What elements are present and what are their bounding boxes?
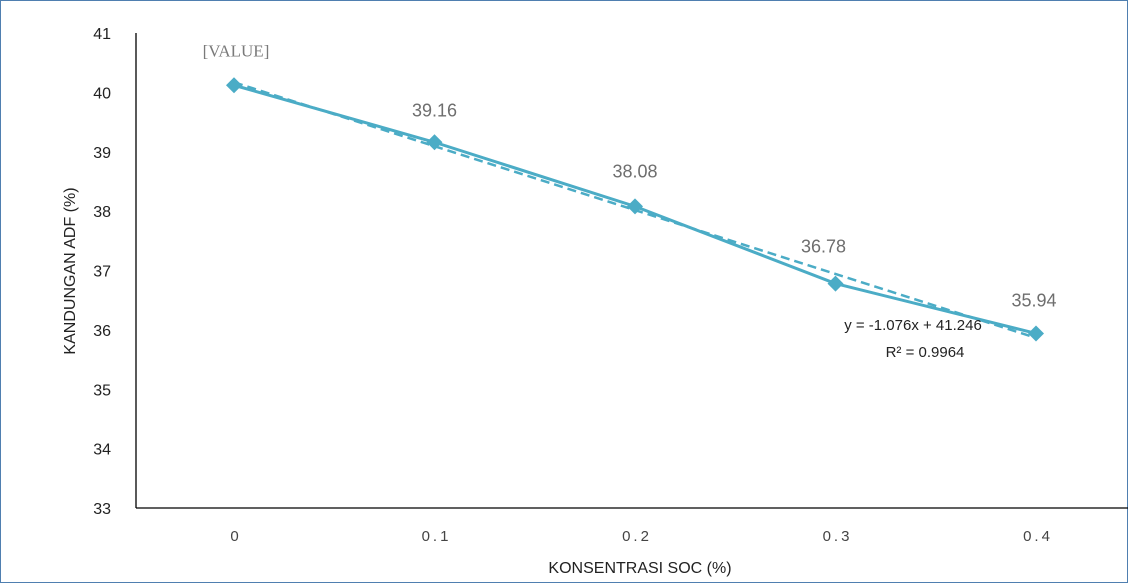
data-label: 35.94 xyxy=(1011,290,1056,310)
y-tick-label: 40 xyxy=(93,85,111,102)
data-label: 39.16 xyxy=(412,100,457,120)
x-tick-label: 0.3 xyxy=(823,528,853,545)
data-point-marker xyxy=(827,275,844,292)
y-tick-label: 34 xyxy=(93,442,111,459)
y-tick-labels: 33 34 35 36 37 38 39 40 41 xyxy=(93,26,111,518)
data-point-marker xyxy=(627,198,643,215)
x-tick-label: 0.1 xyxy=(422,528,452,545)
x-axis-title: KONSENTRASI SOC (%) xyxy=(548,560,731,577)
y-tick-label: 39 xyxy=(93,145,111,162)
data-point-marker xyxy=(226,77,242,94)
trendline-r-squared: R² = 0.9964 xyxy=(886,344,965,361)
y-tick-label: 36 xyxy=(93,323,111,340)
x-tick-label: 0.2 xyxy=(622,528,652,545)
axes xyxy=(135,33,1128,509)
y-axis-title: KANDUNGAN ADF (%) xyxy=(62,187,79,354)
data-point-marker xyxy=(1028,325,1044,342)
data-label: [VALUE] xyxy=(203,41,270,60)
x-tick-label: 0.4 xyxy=(1023,528,1053,545)
y-tick-label: 41 xyxy=(93,26,111,43)
y-tick-label: 33 xyxy=(93,501,111,518)
y-tick-label: 35 xyxy=(93,382,111,399)
data-series xyxy=(226,77,1044,342)
y-tick-label: 38 xyxy=(93,204,111,221)
trendline-equation: y = -1.076x + 41.246 xyxy=(844,317,982,334)
data-label: 36.78 xyxy=(801,237,846,257)
data-labels: [VALUE] 39.16 38.08 36.78 35.94 xyxy=(203,41,1057,310)
data-point-marker xyxy=(426,134,443,151)
x-tick-labels: 0 0.1 0.2 0.3 0.4 xyxy=(230,528,1053,545)
data-label: 38.08 xyxy=(612,161,657,181)
y-tick-label: 37 xyxy=(93,264,111,281)
x-tick-label: 0 xyxy=(230,528,241,545)
